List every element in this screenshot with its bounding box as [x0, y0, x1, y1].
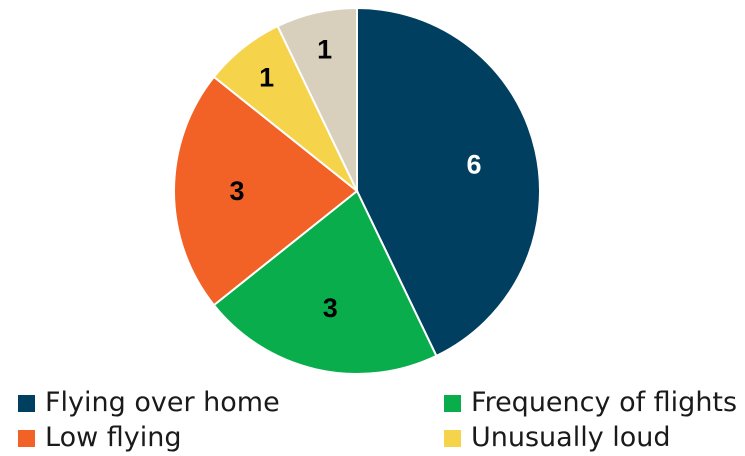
pie-slice-5: [276, 6, 358, 192]
legend-label: Frequency of flights: [471, 387, 738, 418]
pie-slices: [172, 6, 541, 375]
pie-data-label-5: 1: [317, 35, 332, 65]
pie-slice-2: [212, 189, 438, 375]
legend-swatch: [18, 394, 35, 412]
legend-item-unusually-loud: Unusually loud: [444, 421, 671, 455]
legend: Flying over home Frequency of flights Lo…: [0, 384, 745, 456]
pie-chart: 6 3 3 1 1: [172, 6, 541, 375]
legend-label: Flying over home: [45, 387, 280, 418]
legend-swatch: [444, 429, 461, 447]
legend-item-low-flying: Low flying: [18, 421, 182, 455]
legend-item-flying-over-home: Flying over home: [18, 386, 280, 420]
pie-slice-3: [172, 75, 359, 307]
pie-data-label-2: 3: [323, 293, 338, 323]
legend-swatch: [444, 394, 461, 412]
pie-data-label-1: 6: [466, 149, 481, 179]
pie-data-label-3: 3: [229, 176, 244, 206]
legend-swatch: [18, 429, 35, 447]
pie-data-label-4: 1: [259, 63, 274, 93]
pie-data-labels: 6 3 3 1 1: [229, 35, 481, 323]
legend-label: Low flying: [45, 422, 182, 453]
pie-slice-1: [356, 6, 541, 358]
legend-label: Unusually loud: [471, 422, 671, 453]
legend-item-frequency-of-flights: Frequency of flights: [444, 386, 737, 420]
